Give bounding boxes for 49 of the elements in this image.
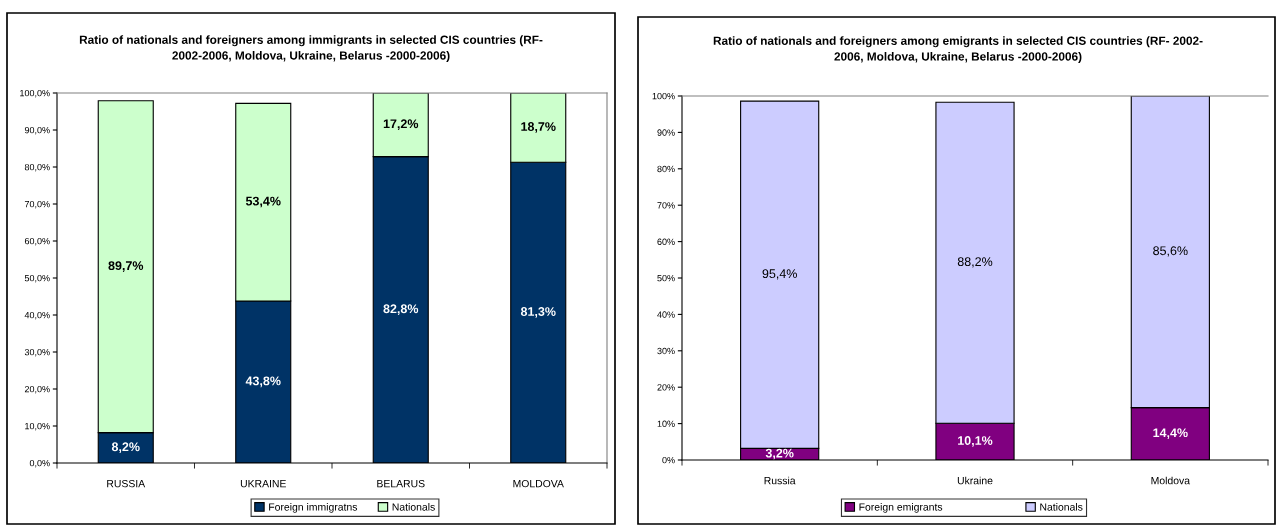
legend-label: Foreign immigratns	[269, 503, 358, 513]
y-tick-label: 80,0%	[24, 163, 50, 172]
y-tick-label: 10%	[657, 420, 675, 427]
chart-title: Ratio of nationals and foreigners among immigrants in selected CIS countries (RF- 2002-2006, Moldova, Ukraine, Belarus -2000-2006)	[79, 35, 543, 62]
x-tick-label: RUSSIA	[107, 479, 146, 488]
x-tick-label: Ukraine	[957, 476, 993, 485]
y-tick-label: 60%	[657, 238, 675, 245]
y-tick-label: 100%	[652, 92, 675, 100]
y-tick-label: 50,0%	[24, 274, 50, 283]
y-tick-label: 20%	[657, 384, 675, 391]
x-tick-label: UKRAINE	[240, 480, 286, 488]
x-tick-label: BELARUS	[377, 479, 425, 488]
y-tick-label: 40,0%	[24, 311, 50, 320]
data-label: 85,6%	[1153, 246, 1188, 257]
data-label: 81,3%	[520, 307, 556, 318]
y-tick-label: 80%	[657, 165, 675, 173]
data-label: 88,2%	[957, 257, 993, 268]
y-tick-label: 0%	[662, 456, 675, 464]
y-tick-label: 100,0%	[20, 89, 50, 98]
y-tick-label: 20,0%	[24, 385, 50, 394]
y-tick-label: 30%	[657, 347, 675, 355]
x-tick-label: Russia	[764, 476, 796, 485]
y-tick-label: 10,0%	[25, 422, 50, 431]
y-tick-label: 70%	[657, 202, 675, 209]
y-tick-label: 90%	[657, 129, 675, 136]
data-label: 17,2%	[383, 119, 419, 130]
data-label: 18,7%	[521, 122, 556, 133]
data-label: 89,7%	[108, 261, 144, 272]
chart-title: Ratio of nationals and foreigners among emigrants in selected CIS countries (RF- 2002- 2006, Moldova, Ukraine, Belarus -2000-2006)	[713, 36, 1203, 63]
data-label: 10,1%	[958, 436, 993, 447]
data-label: 95,4%	[762, 269, 797, 280]
legend-label: Nationals	[392, 503, 435, 511]
legend-label: Nationals	[1040, 503, 1083, 511]
data-label: 3,2%	[765, 448, 794, 460]
y-tick-label: 50%	[657, 274, 675, 282]
data-label: 8,2%	[111, 442, 140, 453]
y-tick-label: 0,0%	[29, 459, 50, 468]
data-label: 43,8%	[245, 376, 281, 388]
y-tick-label: 30,0%	[24, 348, 50, 357]
y-tick-label: 90,0%	[24, 126, 50, 135]
data-label: 82,8%	[383, 304, 419, 315]
y-tick-label: 40%	[657, 311, 675, 318]
x-tick-label: Moldova	[1151, 476, 1191, 485]
y-tick-label: 60,0%	[24, 237, 50, 246]
data-label: 53,4%	[245, 196, 281, 208]
x-tick-label: MOLDOVA	[513, 479, 564, 488]
y-tick-label: 70,0%	[24, 200, 50, 209]
data-label: 14,4%	[1153, 428, 1188, 439]
legend-label: Foreign emigrants	[859, 503, 943, 513]
